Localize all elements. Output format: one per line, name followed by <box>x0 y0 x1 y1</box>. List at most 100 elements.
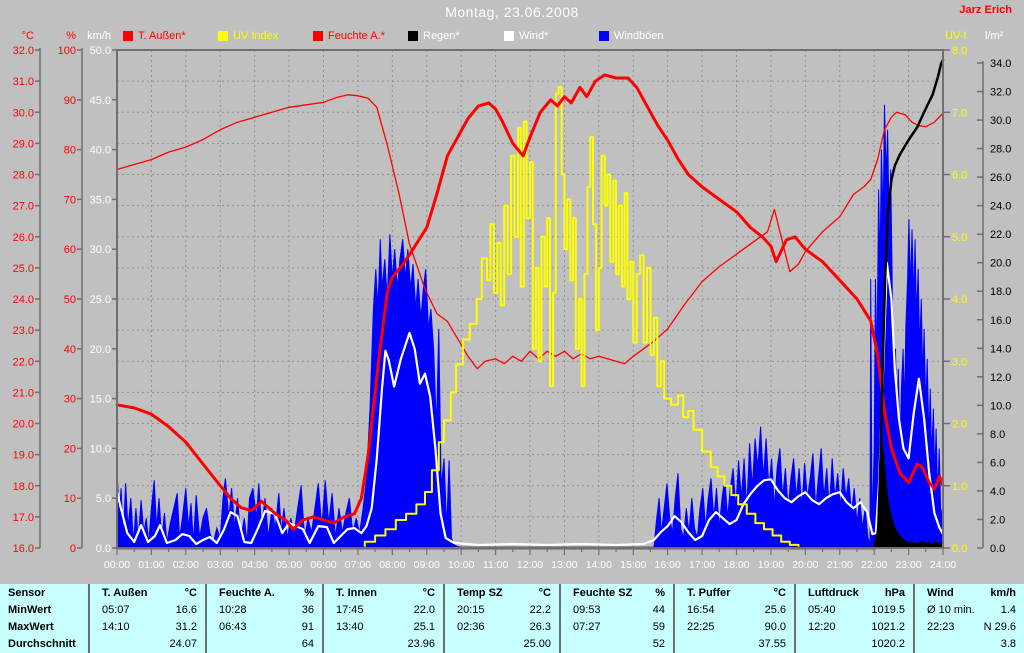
table-max-cell: 07:27 59 <box>559 618 673 636</box>
table-min-cell: Ø 10 min. 1.4 <box>913 601 1024 619</box>
legend-swatch-icon <box>408 31 418 41</box>
table-avg-cell: 23.96 <box>322 635 443 653</box>
svg-text:15.0: 15.0 <box>90 394 111 406</box>
table-avg-cell: 25.00 <box>443 635 559 653</box>
axis-header-rain: l/m² <box>985 30 1004 42</box>
svg-text:6.0: 6.0 <box>990 457 1005 469</box>
svg-text:2.0: 2.0 <box>990 514 1005 526</box>
table-header-Feuchte SZ: Feuchte SZ% <box>559 584 673 602</box>
svg-text:8.0: 8.0 <box>952 45 967 57</box>
table-min-cell: 17:45 22.0 <box>322 601 443 619</box>
table-max-cell: 12:20 1021.2 <box>794 618 913 636</box>
series-regen-summe <box>115 58 945 550</box>
legend-label: T. Außen* <box>138 30 186 42</box>
svg-text:2.0: 2.0 <box>952 419 967 431</box>
svg-text:16.0: 16.0 <box>13 543 34 555</box>
table-max-cell: 22:23 N 29.6 <box>913 618 1024 636</box>
svg-text:34.0: 34.0 <box>990 58 1011 70</box>
svg-text:28.0: 28.0 <box>990 144 1011 156</box>
svg-text:12:00: 12:00 <box>517 559 543 571</box>
table-min-cell: 20:15 22.2 <box>443 601 559 619</box>
svg-text:26.0: 26.0 <box>13 232 34 244</box>
legend-swatch-icon <box>504 31 514 41</box>
table-row-label: Durchschnitt <box>8 638 76 651</box>
svg-text:22.0: 22.0 <box>990 229 1011 241</box>
svg-text:70: 70 <box>64 194 76 206</box>
series-layer <box>115 58 945 550</box>
svg-text:29.0: 29.0 <box>13 138 34 150</box>
svg-text:0.0: 0.0 <box>952 543 967 555</box>
svg-text:1.0: 1.0 <box>952 481 967 493</box>
svg-text:14:00: 14:00 <box>586 559 612 571</box>
svg-text:8.0: 8.0 <box>990 429 1005 441</box>
table-avg-cell: 1020.2 <box>794 635 913 653</box>
series-t-aussen <box>115 73 945 531</box>
table-row-label: MaxWert <box>8 621 54 634</box>
summary-table: Sensor T. Außen °C Feuchte A.% T. Innen °C Tem… <box>0 584 1024 653</box>
svg-text:40: 40 <box>64 344 76 356</box>
axis-temp: 32.0 31.0 30.0 29.0 28.0 27.0 26.0 25.0 24.0 23.0… <box>13 30 41 555</box>
table-min-cell: 09:53 44 <box>559 601 673 619</box>
table-max-cell: 02:36 26.3 <box>443 618 559 636</box>
svg-text:10.0: 10.0 <box>990 400 1011 412</box>
table-max-cell: 06:43 91 <box>205 618 322 636</box>
svg-text:6.0: 6.0 <box>952 170 967 182</box>
table-header-Temp SZ: Temp SZ °C <box>443 584 559 602</box>
svg-text:90: 90 <box>64 95 76 107</box>
svg-text:24.0: 24.0 <box>13 294 34 306</box>
svg-text:45.0: 45.0 <box>90 95 111 107</box>
svg-text:14.0: 14.0 <box>990 343 1011 355</box>
legend-swatch-icon <box>123 31 133 41</box>
legend-label: UV Index <box>233 30 279 42</box>
legend-label: Windböen <box>614 30 664 42</box>
svg-text:50.0: 50.0 <box>90 45 111 57</box>
axis-header-wind: km/h <box>87 30 111 42</box>
svg-text:5.0: 5.0 <box>96 493 111 505</box>
page-title: Montag, 23.06.2008 <box>445 4 579 20</box>
table-row-label: Sensor <box>8 586 46 599</box>
table-header-Feuchte A.: Feuchte A.% <box>205 584 322 602</box>
svg-text:13:00: 13:00 <box>551 559 577 571</box>
svg-text:27.0: 27.0 <box>13 201 34 213</box>
axis-header-uv: UV-I <box>945 30 966 42</box>
station-name: Jarz Erich <box>959 4 1012 16</box>
svg-text:16:00: 16:00 <box>655 559 681 571</box>
svg-text:20.0: 20.0 <box>90 344 111 356</box>
value-axes: 32.0 31.0 30.0 29.0 28.0 27.0 26.0 25.0 24.0 23.0… <box>13 30 1012 555</box>
svg-text:0: 0 <box>70 543 76 555</box>
table-avg-cell: 37.55 <box>673 635 794 653</box>
svg-text:4.0: 4.0 <box>952 294 967 306</box>
legend-item-6: Windböen <box>599 30 664 42</box>
svg-text:18.0: 18.0 <box>990 286 1011 298</box>
svg-text:20: 20 <box>64 443 76 455</box>
svg-text:08:00: 08:00 <box>379 559 405 571</box>
svg-text:23:00: 23:00 <box>895 559 921 571</box>
svg-text:28.0: 28.0 <box>13 170 34 182</box>
svg-text:100: 100 <box>58 45 76 57</box>
table-max-cell: 22:25 90.0 <box>673 618 794 636</box>
axis-wind: 50.0 45.0 40.0 35.0 30.0 25.0 20.0 15.0 10.0 5.0 0… <box>87 30 117 555</box>
svg-text:04:00: 04:00 <box>242 559 268 571</box>
svg-text:03:00: 03:00 <box>207 559 233 571</box>
svg-text:4.0: 4.0 <box>990 486 1005 498</box>
svg-text:0.0: 0.0 <box>96 543 111 555</box>
svg-text:24.0: 24.0 <box>990 201 1011 213</box>
svg-text:02:00: 02:00 <box>173 559 199 571</box>
svg-text:5.0: 5.0 <box>952 232 967 244</box>
svg-text:3.0: 3.0 <box>952 356 967 368</box>
table-min-cell: 16:54 25.6 <box>673 601 794 619</box>
chart-legend: T. Außen* UV Index Feuchte A.* Regen* Wind* W… <box>0 0 1024 46</box>
svg-text:15:00: 15:00 <box>620 559 646 571</box>
svg-text:12.0: 12.0 <box>990 372 1011 384</box>
svg-text:60: 60 <box>64 244 76 256</box>
svg-text:21.0: 21.0 <box>13 387 34 399</box>
svg-text:18.0: 18.0 <box>13 481 34 493</box>
svg-text:17.0: 17.0 <box>13 512 34 524</box>
table-header-T. Außen: T. Außen °C <box>88 584 205 602</box>
svg-text:07:00: 07:00 <box>345 559 371 571</box>
svg-text:23.0: 23.0 <box>13 325 34 337</box>
legend-swatch-icon <box>218 31 228 41</box>
svg-text:19:00: 19:00 <box>758 559 784 571</box>
svg-text:80: 80 <box>64 145 76 157</box>
svg-text:10.0: 10.0 <box>90 443 111 455</box>
